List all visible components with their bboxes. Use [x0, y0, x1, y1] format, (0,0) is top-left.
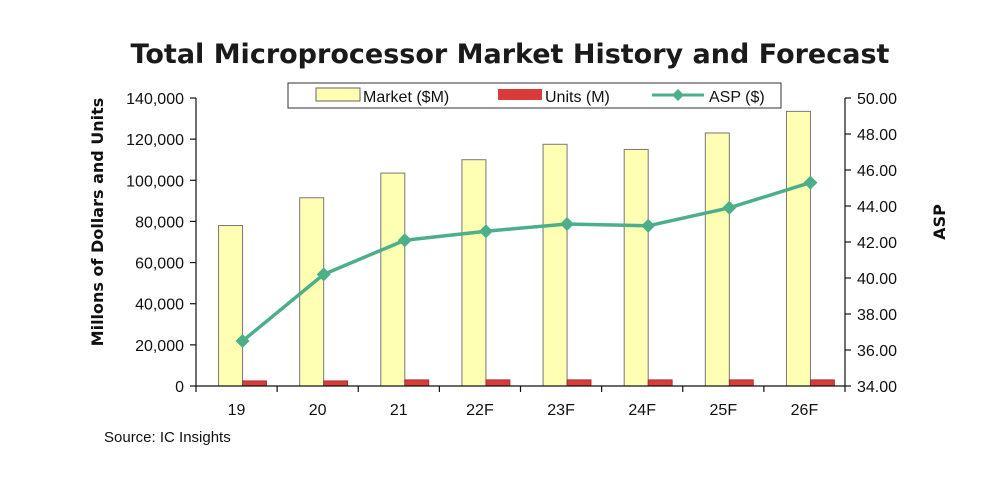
- right-tick-label: 44.00: [857, 199, 897, 216]
- asp-point: [235, 334, 250, 348]
- market-bar: [380, 172, 406, 387]
- x-tick-label: 26F: [791, 402, 819, 419]
- legend-units-label: Units (M): [545, 89, 610, 106]
- asp-point: [316, 267, 331, 282]
- legend-units-swatch: [498, 89, 542, 100]
- right-axis-ticks: 34.00 36.00 38.00 40.00 42.00 44.00 46.00 48.00…: [845, 91, 897, 396]
- asp-line: [241, 180, 811, 343]
- left-tick-label: 40,000: [135, 297, 184, 314]
- right-tick-label: 50.00: [857, 91, 897, 108]
- units-bar: [404, 379, 430, 387]
- legend-asp-marker: [672, 89, 684, 101]
- left-axis-title: Millons of Dollars and Units: [88, 98, 107, 347]
- asp-point: [641, 218, 656, 233]
- right-axis-title: ASP: [930, 204, 949, 240]
- units-bar: [647, 379, 673, 387]
- right-tick-label: 34.00: [857, 379, 897, 396]
- right-tick-label: 42.00: [857, 235, 897, 252]
- x-tick-label: 22F: [466, 402, 494, 419]
- left-tick-label: 20,000: [135, 338, 184, 355]
- x-tick-label: 19: [228, 402, 246, 419]
- market-bar: [461, 159, 487, 387]
- right-tick-label: 38.00: [857, 307, 897, 324]
- x-tick-label: 24F: [628, 402, 656, 419]
- asp-point: [803, 175, 818, 190]
- left-tick-label: 140,000: [126, 91, 184, 108]
- x-tick-label: 20: [309, 402, 327, 419]
- asp-line-layer: [235, 175, 818, 348]
- units-bar: [485, 379, 511, 387]
- legend: Market ($M) Units (M) ASP ($): [287, 82, 782, 109]
- units-bar: [566, 379, 592, 387]
- left-axis-ticks: 0 20,000 40,000 60,000 80,000 100,000 120,000 1…: [126, 91, 196, 396]
- left-tick-label: 0: [175, 379, 184, 396]
- right-tick-label: 40.00: [857, 271, 897, 288]
- market-bar: [704, 132, 730, 387]
- right-tick-label: 46.00: [857, 163, 897, 180]
- x-tick-label: 23F: [547, 402, 575, 419]
- source-note: Source: IC Insights: [104, 429, 231, 446]
- units-bar: [810, 379, 835, 387]
- legend-market-label: Market ($M): [363, 89, 449, 106]
- x-tick-label: 21: [390, 402, 408, 419]
- left-tick-label: 120,000: [126, 132, 184, 149]
- asp-point: [560, 217, 575, 231]
- legend-market-swatch: [315, 87, 361, 102]
- left-tick-label: 100,000: [126, 173, 184, 190]
- bars: [218, 110, 835, 387]
- market-bar: [623, 148, 649, 387]
- left-tick-label: 60,000: [135, 256, 184, 273]
- market-bar: [785, 110, 811, 387]
- market-bar: [542, 143, 568, 387]
- asp-point: [478, 224, 493, 239]
- units-bar: [242, 380, 267, 387]
- x-axis-labels: 19 20 21 22F 23F 24F 25F 26F: [195, 386, 846, 419]
- x-tick-label: 25F: [710, 402, 738, 419]
- legend-asp-label: ASP ($): [709, 89, 765, 106]
- asp-point: [722, 200, 737, 215]
- right-tick-label: 48.00: [857, 127, 897, 144]
- left-tick-label: 80,000: [135, 214, 184, 231]
- chart-title: Total Microprocessor Market History and …: [131, 39, 890, 70]
- units-bar: [728, 379, 754, 387]
- market-bar: [218, 225, 244, 387]
- right-tick-label: 36.00: [857, 343, 897, 360]
- asp-point: [397, 233, 412, 248]
- units-bar: [323, 380, 349, 387]
